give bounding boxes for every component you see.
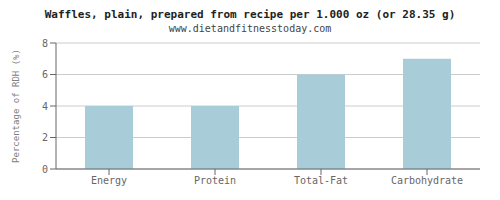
svg-text:Percentage of RDH (%): Percentage of RDH (%) xyxy=(11,49,21,163)
svg-text:Energy: Energy xyxy=(91,175,127,186)
html-text:Waffles, plain, prepared from: Waffles, plain, prepared from recipe per… xyxy=(44,8,456,21)
svg-text:4: 4 xyxy=(42,101,48,112)
svg-text:0: 0 xyxy=(42,164,48,175)
svg-text:Protein: Protein xyxy=(194,175,236,186)
svg-text:Total-Fat: Total-Fat xyxy=(294,175,348,186)
svg-text:Carbohydrate: Carbohydrate xyxy=(391,175,463,186)
svg-text:2: 2 xyxy=(42,132,48,143)
svg-text:8: 8 xyxy=(42,38,48,49)
svg-text:6: 6 xyxy=(42,69,48,80)
html-text:www.dietandfitnesstoday.com: www.dietandfitnesstoday.com xyxy=(168,23,332,34)
